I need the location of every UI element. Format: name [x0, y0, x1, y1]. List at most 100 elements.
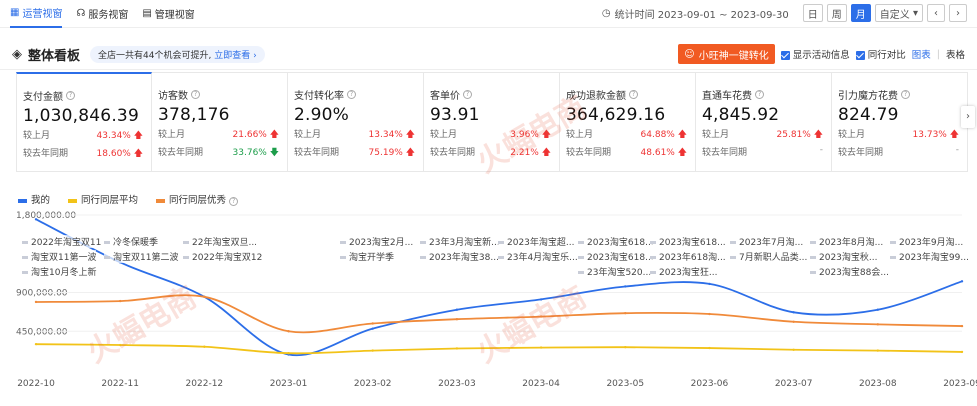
data-point[interactable]	[203, 295, 206, 299]
series-line-mine[interactable]	[35, 218, 963, 357]
activity-tag[interactable]: 淘宝双11第一波	[22, 250, 97, 263]
data-point[interactable]	[34, 342, 38, 346]
activity-tag[interactable]: 2023淘宝618...	[578, 250, 654, 263]
data-point[interactable]	[624, 285, 627, 288]
stat-time: 统计时间 2023-09-01 ~ 2023-09-30	[614, 9, 789, 21]
data-point[interactable]	[960, 324, 964, 328]
activity-tag[interactable]: 淘宝10月冬上新	[22, 265, 97, 278]
data-point[interactable]	[371, 327, 374, 330]
activity-tag[interactable]: 淘宝开学季	[340, 250, 395, 263]
activity-tag[interactable]: 7月新职人品类...	[730, 250, 808, 263]
period-custom-button[interactable]: 自定义 ▾	[874, 4, 923, 22]
peer-compare-toggle[interactable]: 同行对比	[855, 47, 906, 61]
data-point[interactable]	[792, 348, 795, 351]
data-point[interactable]	[708, 282, 711, 286]
activity-tag[interactable]: 2023淘宝2月...	[340, 235, 414, 248]
activity-tag[interactable]: 23年3月淘宝新...	[420, 235, 500, 248]
clock-icon: ◷	[601, 7, 611, 19]
activity-tag[interactable]: 2023年7月淘...	[730, 235, 804, 248]
activity-tag[interactable]: 冷冬保暖季	[104, 235, 159, 248]
mom-value: 25.81%	[776, 130, 811, 140]
period-month-button[interactable]: 月	[850, 4, 871, 22]
metric-card[interactable]: 引力魔方花费? 824.79 较上月 13.73% 🡅 较去年同期 -	[832, 72, 968, 172]
legend-item-mine[interactable]: 我的	[18, 192, 50, 206]
metric-card[interactable]: 直通车花费? 4,845.92 较上月 25.81% 🡅 较去年同期 -	[696, 72, 832, 172]
activity-tag[interactable]: 2023年9月淘...	[890, 235, 964, 248]
metric-card[interactable]: 访客数? 378,176 较上月 21.66% 🡅 较去年同期 33.76% 🡇	[152, 72, 288, 172]
activity-tag[interactable]: 2023年8月淘...	[810, 235, 884, 248]
data-point[interactable]	[876, 349, 880, 352]
activity-tag[interactable]: 2022年淘宝双11	[22, 235, 102, 248]
mom-label: 较上月	[838, 130, 866, 140]
tab-operations[interactable]: ▦ 运营视窗	[10, 0, 63, 28]
legend-item-peer-avg[interactable]: 同行同层平均	[68, 192, 138, 206]
data-point[interactable]	[287, 330, 290, 333]
metric-card[interactable]: 支付转化率? 2.90% 较上月 13.34% 🡅 较去年同期 75.19% 🡅	[288, 72, 424, 172]
up-arrow-icon: 🡅	[677, 148, 687, 158]
metric-value: 2.90%	[294, 105, 350, 125]
data-point[interactable]	[539, 298, 543, 301]
data-point[interactable]	[876, 323, 880, 326]
view-now-link[interactable]: 立即查看	[214, 51, 251, 61]
activity-tag[interactable]: 2023年淘宝超...	[498, 235, 575, 248]
view-chart-button[interactable]: 图表	[911, 50, 931, 61]
next-button[interactable]: ›	[949, 4, 967, 22]
data-point[interactable]	[960, 280, 964, 283]
show-activity-toggle[interactable]: 显示活动信息	[780, 47, 850, 61]
data-point[interactable]	[960, 350, 964, 354]
activity-tag[interactable]: 2023年618淘...	[650, 250, 726, 263]
activity-tag[interactable]: 2023年淘宝38...	[420, 250, 499, 263]
scroll-right-icon[interactable]: ›	[961, 106, 975, 128]
data-point[interactable]	[792, 311, 795, 314]
activity-tag[interactable]: 2023淘宝狂...	[650, 265, 718, 278]
data-point[interactable]	[118, 299, 122, 303]
activity-tag[interactable]: 2022年淘宝双12	[183, 250, 263, 263]
period-day-button[interactable]: 日	[802, 4, 823, 22]
series-line-peer-avg[interactable]	[35, 343, 963, 355]
activity-tag[interactable]: 2023淘宝618...	[578, 235, 654, 248]
legend-item-peer-excellent[interactable]: 同行同层优秀 ?	[156, 192, 239, 206]
data-point[interactable]	[624, 345, 627, 349]
data-point[interactable]	[708, 312, 711, 316]
yoy-change: -	[956, 145, 959, 158]
activity-tag[interactable]: 2023淘宝88会...	[810, 265, 889, 278]
data-point[interactable]	[539, 346, 543, 349]
data-point[interactable]	[455, 308, 459, 311]
data-point[interactable]	[876, 308, 880, 311]
tab-service[interactable]: ☊ 服务视窗	[76, 0, 128, 28]
data-point[interactable]	[455, 317, 459, 321]
data-point[interactable]	[118, 343, 122, 347]
data-point[interactable]	[708, 346, 711, 350]
data-point[interactable]	[34, 300, 38, 304]
activity-tag[interactable]: 2023淘宝秋...	[810, 250, 878, 263]
series-line-peer-excellent[interactable]	[35, 294, 963, 334]
view-table-button[interactable]: 表格	[945, 50, 965, 61]
activity-tag[interactable]: 22年淘宝双旦...	[183, 235, 258, 248]
metric-card[interactable]: 支付金额? 1,030,846.39 较上月 43.34% 🡅 较去年同期 18.6…	[16, 72, 152, 172]
ai-convert-button[interactable]: ☺ 小旺神一键转化	[678, 44, 775, 64]
data-point[interactable]	[624, 311, 627, 315]
yoy-change: -	[820, 145, 823, 158]
prev-button[interactable]: ‹	[927, 4, 945, 22]
metric-card[interactable]: 成功退款金额? 364,629.16 较上月 64.88% 🡅 较去年同期 48.6…	[560, 72, 696, 172]
data-point[interactable]	[371, 322, 374, 325]
metric-card[interactable]: 客单价? 93.91 较上月 3.96% 🡅 较去年同期 2.21% 🡅	[424, 72, 560, 172]
data-point[interactable]	[539, 315, 543, 318]
data-point[interactable]	[455, 347, 459, 350]
yoy-value: -	[955, 145, 959, 155]
activity-tag[interactable]: 23年4月淘宝乐...	[498, 250, 578, 263]
data-point[interactable]	[287, 352, 290, 355]
activity-tag[interactable]: 2023淘宝618...	[650, 235, 726, 248]
data-point[interactable]	[371, 349, 374, 352]
activity-tag[interactable]: 2023年淘宝99...	[890, 250, 969, 263]
data-point[interactable]	[203, 345, 206, 348]
data-point[interactable]	[34, 218, 38, 221]
data-point[interactable]	[792, 320, 795, 323]
board-controls: ☺ 小旺神一键转化 显示活动信息 同行对比 图表 | 表格	[678, 44, 965, 64]
metric-name-row: 引力魔方花费?	[838, 87, 959, 102]
activity-tag[interactable]: 淘宝双11第二波	[104, 250, 179, 263]
period-week-button[interactable]: 周	[826, 4, 847, 22]
chevron-down-icon: ▾	[912, 7, 918, 19]
activity-tag[interactable]: 23年淘宝520...	[578, 265, 652, 278]
tab-management[interactable]: ▤ 管理视窗	[142, 0, 194, 28]
